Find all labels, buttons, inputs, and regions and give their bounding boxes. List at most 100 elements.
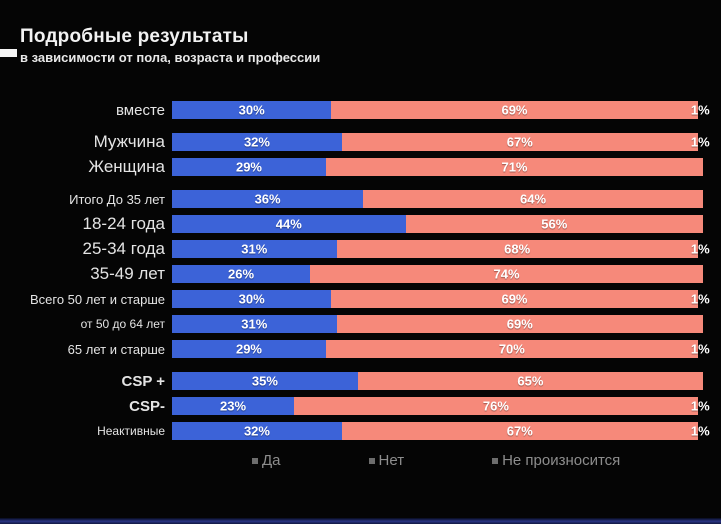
segment-value-label: 68%: [504, 241, 531, 257]
bar-segment-no: 69%: [336, 315, 703, 333]
legend-marker-icon: [252, 457, 258, 464]
chart-row: 65 лет и старше 29% 70% 1%: [0, 340, 721, 358]
bar-segment-no: 69%: [331, 290, 698, 308]
row-label: 25-34 года: [82, 239, 166, 258]
bar-segment-yes: 31%: [172, 240, 337, 258]
legend-item-label: Нет: [378, 452, 405, 469]
row-label: Всего 50 лет и старше: [29, 291, 165, 307]
row-label: CSP +: [121, 372, 166, 390]
chart-row: 35-49 лет 26% 74%: [0, 264, 721, 283]
segment-value-label: 32%: [243, 423, 270, 439]
slide-header: Подробные результаты в зависимости от по…: [0, 0, 721, 65]
segment-value-label: 69%: [501, 102, 528, 118]
bar-segment-no: 64%: [363, 190, 703, 208]
segment-value-label: 56%: [541, 216, 568, 232]
bar-segment-ns: 1%: [691, 101, 710, 119]
row-label: 18-24 года: [82, 214, 166, 233]
legend-marker-icon: [492, 457, 499, 464]
bar-segment-yes: 29%: [172, 340, 326, 358]
bar-segment-yes: 44%: [172, 215, 406, 233]
legend-marker-icon: [368, 457, 375, 464]
bar-segment-no: 67%: [341, 422, 698, 440]
bar-segment-no: 70%: [325, 340, 698, 358]
row-label: Женщина: [88, 157, 165, 176]
chart-row: от 50 до 64 лет 31% 69%: [0, 315, 721, 333]
segment-value-label: 74%: [493, 266, 520, 282]
stacked-bar: 23% 76% 1%: [172, 397, 710, 415]
chart-row-group: вместе 30% 69% 1%: [0, 101, 721, 119]
segment-value-label: 69%: [501, 291, 528, 307]
legend-item-not-said: Не произносится: [492, 452, 620, 469]
row-label: Итого До 35 лет: [69, 191, 165, 207]
stacked-bar: 31% 68% 1%: [172, 240, 710, 258]
page-subtitle: в зависимости от пола, возраста и профес…: [20, 50, 321, 65]
bar-segment-no: 69%: [331, 101, 698, 119]
bar-segment-yes: 30%: [172, 290, 332, 308]
bar-segment-no: 71%: [325, 158, 703, 176]
segment-value-label: 30%: [238, 291, 265, 307]
segment-value-label: 76%: [482, 398, 509, 414]
bar-segment-yes: 32%: [172, 422, 342, 440]
stacked-bar: 29% 71%: [172, 158, 703, 176]
stacked-bar: 30% 69% 1%: [172, 290, 710, 308]
bar-segment-yes: 26%: [172, 265, 311, 283]
legend-item-label: Да: [262, 452, 281, 469]
bottom-accent-line: [0, 518, 721, 524]
bar-segment-ns: 1%: [691, 340, 710, 358]
row-label: 35-49 лет: [90, 264, 165, 283]
bar-segment-yes: 30%: [172, 101, 332, 119]
segment-value-label: 1%: [690, 341, 710, 357]
bar-segment-ns: 1%: [691, 133, 710, 151]
segment-value-label: 32%: [243, 134, 270, 150]
chart-row: Мужчина 32% 67% 1%: [0, 132, 721, 151]
title-accent-dash: [0, 49, 17, 57]
segment-value-label: 29%: [235, 341, 262, 357]
bar-segment-no: 74%: [310, 265, 703, 283]
segment-value-label: 1%: [690, 398, 710, 414]
segment-value-label: 29%: [235, 159, 262, 175]
chart-row: вместе 30% 69% 1%: [0, 101, 721, 119]
bar-segment-ns: 1%: [691, 290, 710, 308]
bar-segment-ns: 1%: [691, 422, 710, 440]
stacked-bar: 35% 65%: [172, 372, 703, 390]
chart-row: Женщина 29% 71%: [0, 157, 721, 176]
segment-value-label: 67%: [506, 423, 533, 439]
bar-segment-yes: 35%: [172, 372, 358, 390]
chart-row: Итого До 35 лет 36% 64%: [0, 190, 721, 208]
bar-segment-no: 56%: [405, 215, 703, 233]
stacked-bar: 30% 69% 1%: [172, 101, 710, 119]
chart-row-group: Итого До 35 лет 36% 64% 18-24 года 44% 56% 25-…: [0, 190, 721, 358]
segment-value-label: 23%: [220, 398, 247, 414]
legend-item-no: Нет: [368, 452, 405, 469]
segment-value-label: 70%: [498, 341, 525, 357]
chart-row: CSP + 35% 65%: [0, 372, 721, 390]
legend-item-label: Не произносится: [502, 452, 621, 469]
chart-row: 18-24 года 44% 56%: [0, 214, 721, 233]
page-title: Подробные результаты: [20, 26, 249, 47]
segment-value-label: 65%: [517, 373, 544, 389]
segment-value-label: 67%: [506, 134, 533, 150]
row-label: Мужчина: [93, 132, 165, 151]
segment-value-label: 69%: [506, 316, 533, 332]
bar-segment-yes: 36%: [172, 190, 364, 208]
segment-value-label: 26%: [228, 266, 255, 282]
segment-value-label: 36%: [254, 191, 281, 207]
bar-segment-ns: 1%: [691, 240, 710, 258]
bar-segment-no: 68%: [336, 240, 698, 258]
results-chart: вместе 30% 69% 1% Мужчина 32% 67% 1% Женщина 29% 7…: [0, 101, 721, 440]
segment-value-label: 1%: [690, 241, 710, 257]
bar-segment-yes: 32%: [172, 133, 342, 151]
segment-value-label: 31%: [241, 241, 268, 257]
bar-segment-ns: 1%: [691, 397, 710, 415]
legend-item-yes: Да: [252, 452, 281, 469]
chart-legend: Да Нет Не произносится: [252, 452, 721, 469]
segment-value-label: 1%: [690, 423, 710, 439]
segment-value-label: 35%: [251, 373, 278, 389]
segment-value-label: 31%: [241, 316, 268, 332]
stacked-bar: 36% 64%: [172, 190, 703, 208]
segment-value-label: 1%: [690, 102, 710, 118]
chart-row: Всего 50 лет и старше 30% 69% 1%: [0, 290, 721, 308]
row-label: 65 лет и старше: [67, 341, 165, 357]
segment-value-label: 71%: [501, 159, 528, 175]
